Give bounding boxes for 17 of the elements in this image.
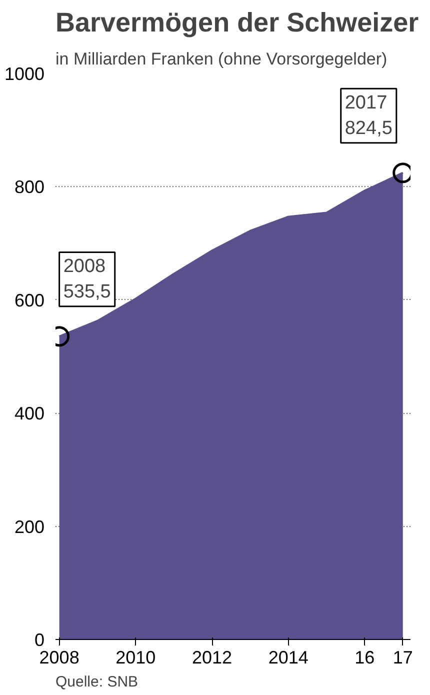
x-tick-label: 16 <box>354 648 375 668</box>
y-tick-label: 400 <box>14 404 45 424</box>
y-tick-label: 1000 <box>4 64 45 84</box>
y-tick-label: 0 <box>34 630 45 650</box>
x-tick-label: 2012 <box>192 648 232 668</box>
x-tick-label: 2014 <box>268 648 308 668</box>
x-tick-label: 2008 <box>39 648 80 668</box>
annotation: 2017 824,5 <box>344 92 392 139</box>
y-tick-label: 600 <box>14 290 45 310</box>
y-tick-label: 800 <box>14 177 45 198</box>
chart-subtitle: in Milliarden Franken (ohne Vorsorgegelder) <box>56 50 388 68</box>
annotation: 2008 535,5 <box>63 256 111 302</box>
x-tick-label: 2010 <box>116 648 156 668</box>
x-tick-label: 17 <box>392 648 413 668</box>
source-note: Quelle: SNB <box>56 674 138 690</box>
y-tick-label: 200 <box>14 516 45 537</box>
chart-title: Barvermögen der Schweizer <box>56 8 420 38</box>
